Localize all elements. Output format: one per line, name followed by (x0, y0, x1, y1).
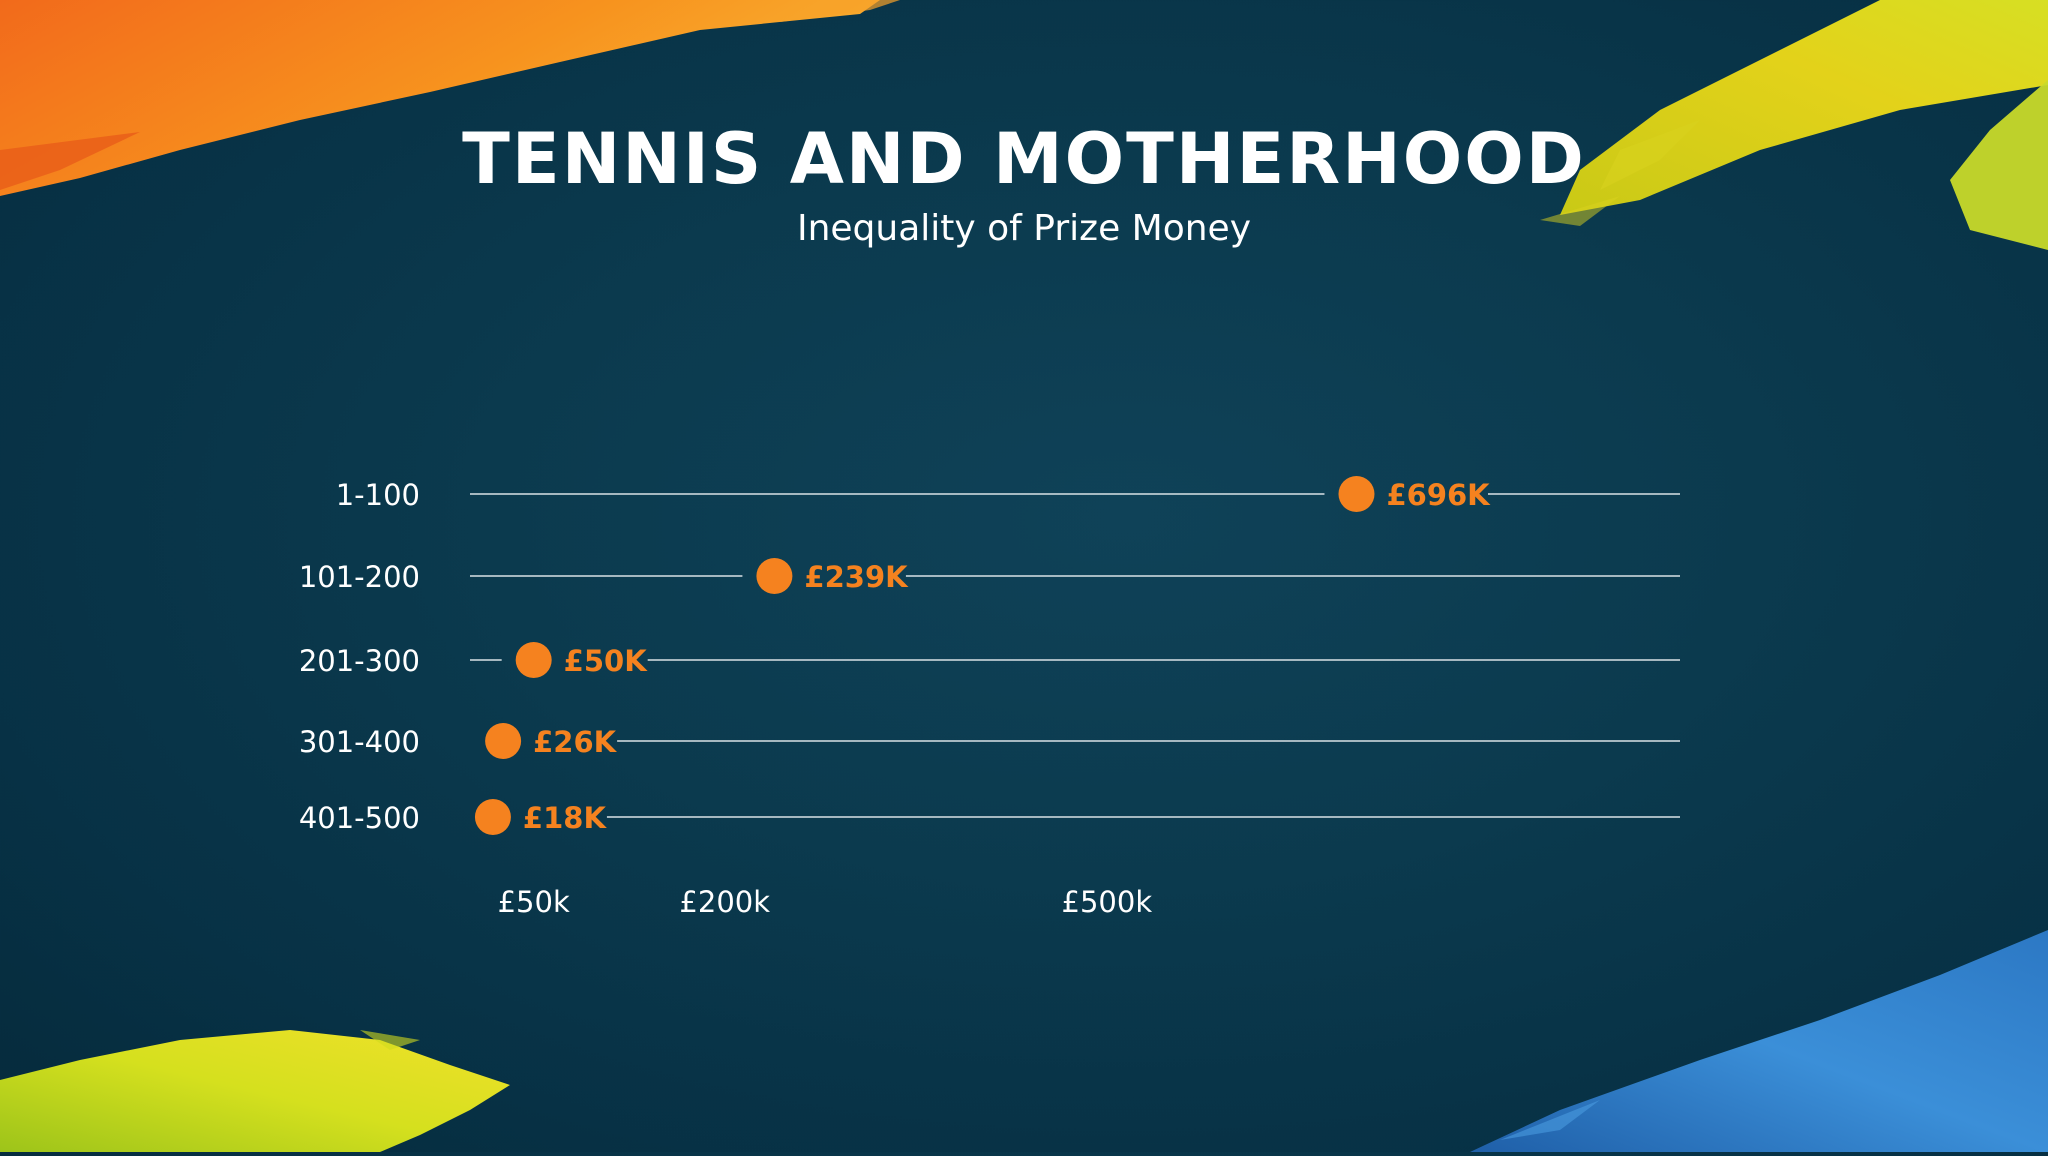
page-title: TENNIS AND MOTHERHOOD (462, 118, 1586, 200)
yellow-brush-stroke (1560, 0, 2048, 215)
x-tick-label: £500k (1062, 885, 1153, 919)
value-label: £18K (523, 801, 608, 835)
category-label: 1-100 (336, 478, 420, 512)
value-label: £696K (1386, 478, 1491, 512)
value-label: £50K (564, 644, 649, 678)
value-label: £26K (533, 725, 618, 759)
x-tick-label: £50k (498, 885, 570, 919)
category-label: 301-400 (299, 725, 420, 759)
orange-brush-stroke (0, 0, 880, 196)
category-label: 201-300 (299, 644, 420, 678)
data-point (1338, 476, 1375, 512)
blue-brush-stroke (1470, 930, 2048, 1152)
green-brush-stroke (0, 1030, 510, 1152)
category-label: 401-500 (299, 801, 420, 835)
data-point (474, 799, 511, 835)
category-label: 101-200 (299, 560, 420, 594)
data-point (756, 558, 793, 594)
data-point (485, 723, 522, 759)
page-subtitle: Inequality of Prize Money (796, 208, 1252, 249)
value-label: £239K (804, 560, 909, 594)
x-tick-label: £200k (679, 885, 770, 919)
data-point (515, 642, 552, 678)
